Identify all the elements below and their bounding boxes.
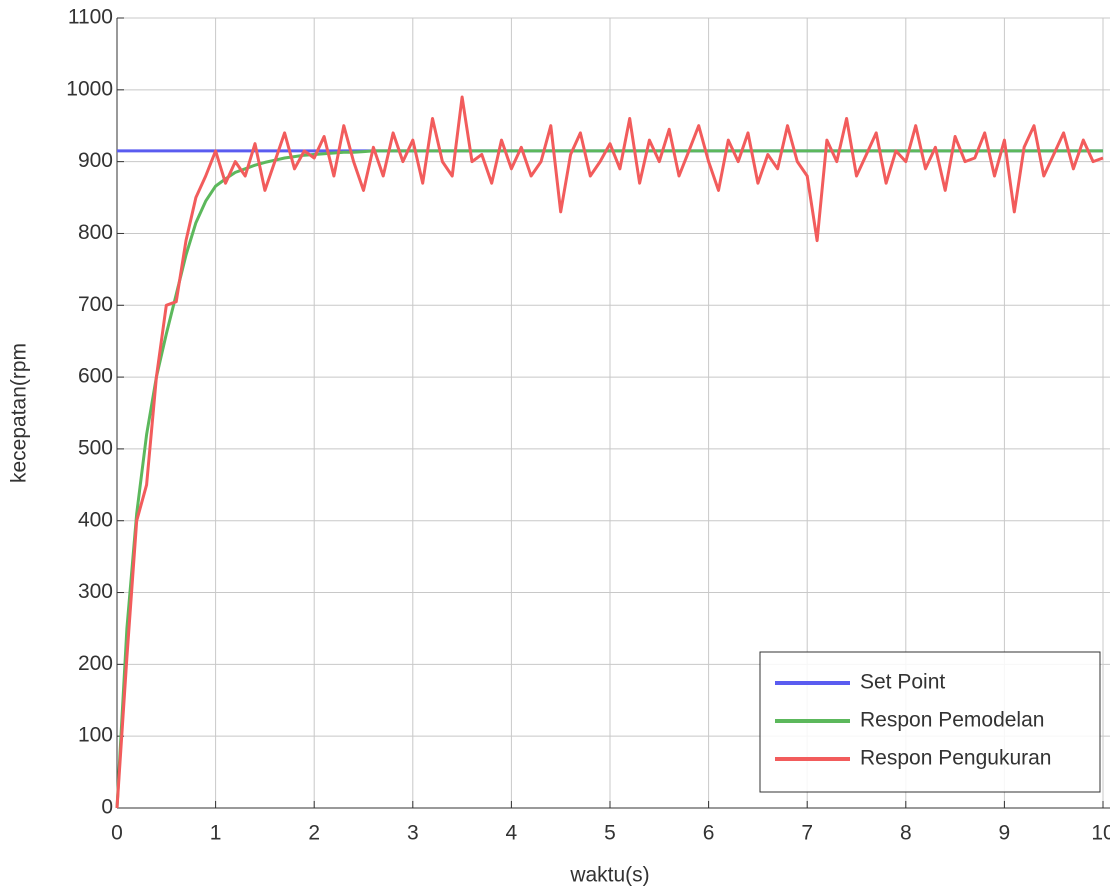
chart: waktu(s) kecepatan(rpm 01002003004005006… (0, 0, 1110, 891)
x-tick-label: 7 (801, 822, 813, 845)
y-tick-label: 800 (78, 221, 113, 244)
y-tick-label: 200 (78, 652, 113, 675)
y-tick-label: 0 (101, 796, 113, 819)
y-tick-label: 700 (78, 293, 113, 316)
x-tick-label: 3 (407, 822, 419, 845)
y-tick-label: 600 (78, 365, 113, 388)
x-tick-label: 1 (210, 822, 222, 845)
legend-label: Respon Pemodelan (860, 709, 1044, 732)
y-tick-label: 900 (78, 149, 113, 172)
x-tick-label: 0 (111, 822, 123, 845)
y-tick-label: 300 (78, 580, 113, 603)
legend-label: Set Point (860, 671, 945, 694)
legend: Set Point Respon Pemodelan Respon Pengukur… (760, 652, 1100, 792)
page: waktu(s) kecepatan(rpm 01002003004005006… (0, 0, 1110, 891)
x-axis-label: waktu(s) (569, 864, 649, 887)
y-axis-label: kecepatan(rpm (8, 343, 31, 483)
y-tick-label: 1100 (68, 6, 113, 29)
legend-label: Respon Pengukuran (860, 747, 1051, 770)
y-tick-label: 1000 (66, 77, 113, 100)
x-tick-label: 8 (900, 822, 912, 845)
x-tick-label: 4 (506, 822, 518, 845)
x-tick-label: 6 (703, 822, 715, 845)
x-tick-label: 9 (999, 822, 1011, 845)
x-tick-label: 10 (1091, 822, 1110, 845)
x-tick-label: 2 (308, 822, 320, 845)
y-tick-label: 400 (78, 508, 113, 531)
x-tick-label: 5 (604, 822, 616, 845)
y-tick-label: 500 (78, 436, 113, 459)
y-tick-label: 100 (78, 724, 113, 747)
